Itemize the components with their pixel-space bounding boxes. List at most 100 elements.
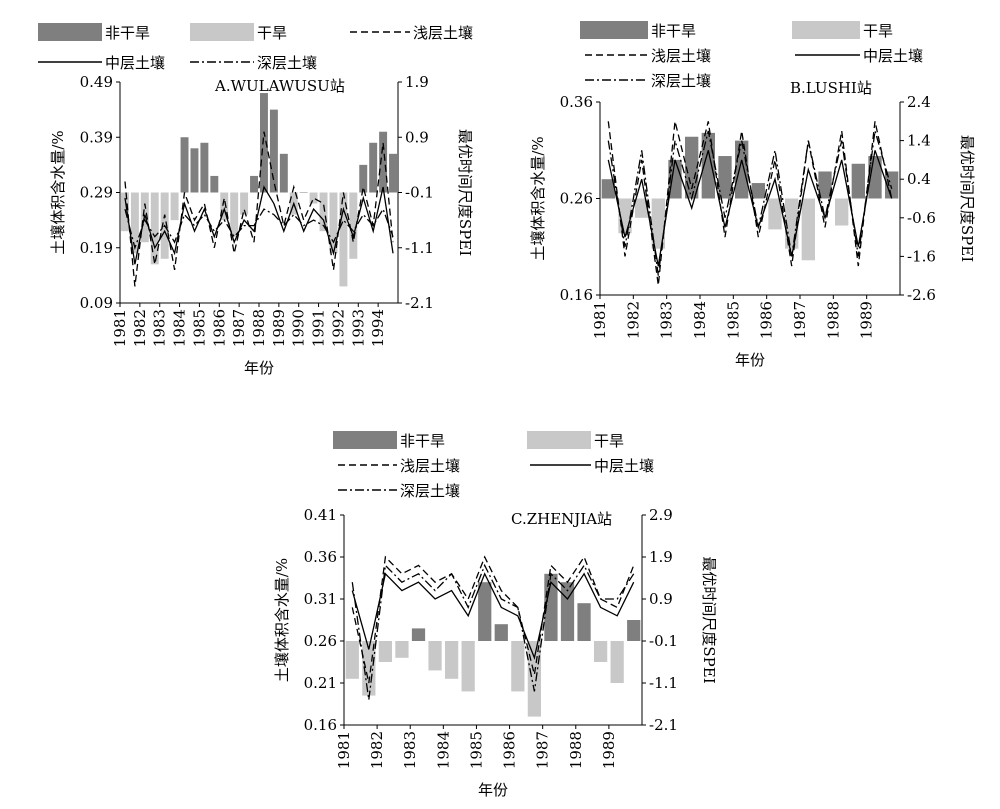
x-tick-label: 1987: [230, 309, 248, 347]
legend-swatch-non_drought: [333, 431, 397, 449]
x-tick-label: 1983: [401, 731, 419, 769]
x-tick-label: 1988: [250, 309, 268, 347]
legend-label-deep: 深层土壤: [257, 54, 317, 72]
right-tick-label: -0.6: [907, 209, 936, 227]
legend-swatch-drought: [190, 23, 254, 41]
legend-label-deep: 深层土壤: [400, 482, 460, 500]
spei-bar: [593, 641, 608, 662]
right-tick-label: -2.1: [405, 294, 434, 312]
series-line-深层土壤: [124, 207, 394, 251]
left-tick-label: 0.16: [560, 286, 593, 304]
right-tick-label: -0.1: [649, 632, 678, 650]
station-label: C.ZHENJIA站: [511, 510, 612, 528]
spei-bar: [120, 192, 129, 232]
x-tick-label: 1986: [501, 731, 519, 769]
spei-bar: [130, 192, 139, 254]
left-tick-label: 0.36: [304, 548, 337, 566]
legend-label-non_drought: 非干旱: [400, 432, 445, 450]
spei-bar: [230, 192, 239, 237]
right-tick-label: -1.1: [405, 239, 434, 257]
x-tick-label: 1989: [858, 301, 876, 339]
spei-bar: [601, 179, 615, 199]
x-tick-label: 1981: [335, 731, 353, 769]
spei-bar: [818, 171, 832, 199]
series-line-中层土壤: [607, 150, 893, 267]
legend-label-drought: 干旱: [257, 24, 287, 42]
x-tick-label: 1984: [691, 301, 709, 339]
spei-bar: [651, 198, 665, 249]
legend-swatch-drought: [527, 431, 591, 449]
series-line-中层土壤: [124, 185, 394, 265]
x-tick-label: 1981: [111, 309, 129, 347]
series-line-中层土壤: [351, 572, 635, 661]
left-tick-label: 0.16: [304, 716, 337, 734]
legend-swatch-drought: [792, 21, 860, 39]
spei-bar: [444, 641, 459, 679]
left-tick-label: 0.39: [80, 128, 113, 146]
legend-label-drought: 干旱: [863, 22, 893, 40]
y-axis-title-right: 最优时间尺度SPEI: [456, 129, 474, 256]
x-tick-label: 1984: [171, 309, 189, 347]
spei-bar: [190, 148, 199, 193]
legend-label-non_drought: 非干旱: [105, 24, 150, 42]
spei-bar: [150, 192, 159, 265]
right-tick-label: -0.1: [405, 184, 434, 202]
spei-bar: [494, 624, 508, 641]
spei-bar: [170, 192, 179, 221]
spei-bar: [751, 183, 765, 199]
x-tick-label: 1987: [791, 301, 809, 339]
left-tick-label: 0.26: [560, 190, 593, 208]
x-tick-label: 1985: [190, 309, 208, 347]
x-tick-label: 1987: [534, 731, 552, 769]
series-line-浅层土壤: [124, 131, 394, 287]
spei-bar: [735, 140, 749, 199]
spei-bar: [511, 641, 525, 692]
spei-bar: [851, 163, 865, 199]
spei-bar: [180, 137, 189, 193]
spei-bar: [544, 573, 558, 641]
left-tick-label: 0.31: [304, 590, 337, 608]
spei-bar: [250, 175, 259, 193]
spei-bar: [560, 582, 575, 641]
x-tick-label: 1985: [724, 301, 742, 339]
right-tick-label: 1.9: [405, 73, 429, 91]
legend-swatch-non_drought: [580, 21, 648, 39]
right-tick-label: 2.4: [907, 93, 931, 111]
x-axis-title: 年份: [478, 781, 508, 799]
station-label: B.LUSHI站: [790, 79, 872, 97]
x-axis-title: 年份: [735, 351, 765, 369]
spei-bar: [610, 641, 624, 683]
spei-bar: [319, 192, 328, 232]
spei-bar: [389, 153, 398, 193]
right-tick-label: 1.9: [649, 548, 673, 566]
spei-bar: [220, 192, 229, 221]
x-tick-label: 1988: [824, 301, 842, 339]
right-tick-label: 0.9: [649, 590, 673, 608]
legend-label-shallow: 浅层土壤: [413, 24, 473, 42]
legend-label-middle: 中层土壤: [105, 54, 165, 72]
station-label: A.WULAWUSU站: [214, 77, 345, 95]
left-tick-label: 0.21: [304, 674, 337, 692]
y-axis-title-left: 土壤体积含水量/%: [49, 130, 67, 254]
spei-bar: [395, 641, 409, 658]
x-tick-label: 1981: [591, 301, 609, 339]
spei-bar: [379, 131, 388, 193]
spei-bar: [411, 628, 426, 641]
right-tick-label: 0.4: [907, 170, 931, 188]
spei-bar: [835, 198, 849, 226]
spei-bar: [329, 192, 338, 254]
x-tick-label: 1989: [600, 731, 618, 769]
spei-bar: [200, 142, 209, 193]
right-tick-label: 0.9: [405, 128, 429, 146]
spei-bar: [378, 641, 393, 662]
right-tick-label: 1.4: [907, 132, 931, 150]
spei-bar: [885, 171, 899, 199]
x-tick-label: 1993: [349, 309, 367, 347]
x-tick-label: 1983: [658, 301, 676, 339]
spei-bar: [259, 93, 268, 193]
panel-A: 0.49 0.39 0.29 0.19 0.09 1.9 0.9 -0.1 -1.1 -2.1 19…: [49, 73, 474, 377]
left-tick-label: 0.41: [304, 506, 337, 524]
